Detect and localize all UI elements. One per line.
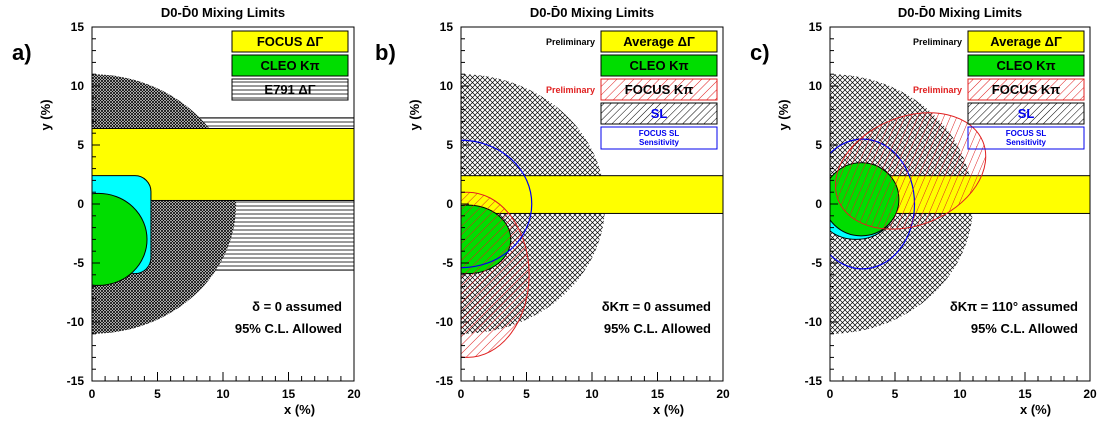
legend: FOCUS ΔΓ CLEO Kπ E791 ΔΓ bbox=[231, 30, 349, 101]
legend-swatch bbox=[600, 102, 718, 125]
x-axis-label: x (%) bbox=[653, 402, 684, 417]
y-tick-label: -5 bbox=[73, 256, 84, 270]
legend-label: CLEO Kπ bbox=[996, 58, 1055, 73]
legend-label: Average ΔΓ bbox=[623, 34, 695, 49]
panel-label: b) bbox=[375, 40, 396, 65]
y-tick-label: 0 bbox=[815, 197, 822, 211]
legend-swatch bbox=[967, 126, 1085, 150]
y-tick-label: 15 bbox=[71, 20, 85, 34]
y-tick-label: 0 bbox=[77, 197, 84, 211]
x-tick-label: 0 bbox=[458, 387, 465, 401]
x-tick-label: 10 bbox=[216, 387, 230, 401]
y-tick-label: 15 bbox=[809, 20, 823, 34]
y-axis-label: y (%) bbox=[776, 99, 791, 130]
y-tick-label: -15 bbox=[436, 374, 454, 388]
legend-label: FOCUS SL Sensitivity bbox=[1006, 129, 1047, 147]
legend-prefix: Preliminary bbox=[546, 37, 595, 47]
legend-swatch bbox=[231, 78, 349, 101]
y-tick-label: -10 bbox=[436, 315, 454, 329]
chart-title: D0-D̄0 Mixing Limits bbox=[898, 5, 1022, 20]
legend-label: SL bbox=[1018, 106, 1035, 121]
y-tick-label: -10 bbox=[67, 315, 85, 329]
y-tick-label: -15 bbox=[805, 374, 823, 388]
chart-panel-2: D0-D̄0 Mixing Limits b) 0 5 10 15 20 -15 -10 -5 0 5… bbox=[375, 5, 730, 417]
y-tick-label: 15 bbox=[440, 20, 454, 34]
x-tick-label: 20 bbox=[347, 387, 361, 401]
x-tick-label: 0 bbox=[827, 387, 834, 401]
legend-swatch bbox=[231, 30, 349, 53]
y-tick-label: -5 bbox=[442, 256, 453, 270]
legend-label: FOCUS SL Sensitivity bbox=[639, 129, 680, 147]
y-axis-label: y (%) bbox=[407, 99, 422, 130]
x-tick-label: 20 bbox=[716, 387, 730, 401]
region-focus-k bbox=[461, 191, 530, 358]
x-tick-label: 10 bbox=[953, 387, 967, 401]
x-tick-label: 15 bbox=[1018, 387, 1032, 401]
legend-swatch bbox=[600, 126, 718, 150]
y-tick-label: 0 bbox=[446, 197, 453, 211]
panel-label: a) bbox=[12, 40, 32, 65]
annotation: 95% C.L. Allowed bbox=[604, 321, 711, 336]
x-tick-label: 15 bbox=[651, 387, 665, 401]
legend: Average ΔΓ Preliminary CLEO Kπ FOCUS Kπ Prel… bbox=[913, 30, 1085, 150]
legend-label: FOCUS Kπ bbox=[625, 82, 694, 97]
y-tick-label: 5 bbox=[446, 138, 453, 152]
plot-area bbox=[830, 74, 1090, 334]
y-tick-label: -15 bbox=[67, 374, 85, 388]
legend-label: SL bbox=[651, 106, 668, 121]
legend-swatch bbox=[967, 78, 1085, 101]
x-tick-label: 5 bbox=[892, 387, 899, 401]
y-tick-label: 10 bbox=[71, 79, 85, 93]
legend-swatch bbox=[967, 30, 1085, 53]
x-tick-label: 0 bbox=[89, 387, 96, 401]
legend-label: E791 ΔΓ bbox=[264, 82, 315, 97]
y-tick-label: -5 bbox=[811, 256, 822, 270]
y-tick-label: 10 bbox=[440, 79, 454, 93]
legend-label: FOCUS ΔΓ bbox=[257, 34, 323, 49]
annotation: 95% C.L. Allowed bbox=[971, 321, 1078, 336]
y-tick-label: 10 bbox=[809, 79, 823, 93]
x-tick-label: 10 bbox=[585, 387, 599, 401]
y-tick-label: -10 bbox=[805, 315, 823, 329]
plot-area bbox=[92, 74, 354, 334]
x-tick-label: 5 bbox=[154, 387, 161, 401]
legend-label: Average ΔΓ bbox=[990, 34, 1062, 49]
legend-label: CLEO Kπ bbox=[260, 58, 319, 73]
chart-panel-1: D0-D̄0 Mixing Limits a) 0 5 10 15 20 -15 -10 -5 0 5… bbox=[12, 5, 361, 417]
legend-prefix: Preliminary bbox=[546, 85, 595, 95]
legend: Average ΔΓ Preliminary CLEO Kπ FOCUS Kπ Prel… bbox=[546, 30, 718, 150]
chart-title: D0-D̄0 Mixing Limits bbox=[161, 5, 285, 20]
plot-area bbox=[461, 74, 723, 358]
chart-panel-3: D0-D̄0 Mixing Limits c) 0 5 10 15 20 -15 -10 -5 0 5… bbox=[750, 5, 1097, 417]
legend-label: FOCUS Kπ bbox=[992, 82, 1061, 97]
region-cleo-k bbox=[92, 192, 148, 286]
annotation: δKπ = 0 assumed bbox=[602, 299, 711, 314]
legend-label: CLEO Kπ bbox=[629, 58, 688, 73]
legend-swatch bbox=[967, 102, 1085, 125]
y-tick-label: 5 bbox=[815, 138, 822, 152]
x-tick-label: 5 bbox=[523, 387, 530, 401]
annotation: δ = 0 assumed bbox=[252, 299, 342, 314]
legend-prefix: Preliminary bbox=[913, 85, 962, 95]
y-axis-label: y (%) bbox=[38, 99, 53, 130]
legend-swatch bbox=[600, 30, 718, 53]
legend-swatch bbox=[967, 54, 1085, 77]
region-focus-k bbox=[834, 112, 987, 230]
x-axis-label: x (%) bbox=[1020, 402, 1051, 417]
y-tick-label: 5 bbox=[77, 138, 84, 152]
panel-label: c) bbox=[750, 40, 770, 65]
chart-title: D0-D̄0 Mixing Limits bbox=[530, 5, 654, 20]
legend-swatch bbox=[600, 54, 718, 77]
legend-swatch bbox=[231, 54, 349, 77]
x-tick-label: 15 bbox=[282, 387, 296, 401]
x-axis-label: x (%) bbox=[284, 402, 315, 417]
region-average bbox=[461, 175, 723, 214]
legend-swatch bbox=[600, 78, 718, 101]
x-tick-label: 20 bbox=[1083, 387, 1097, 401]
legend-prefix: Preliminary bbox=[913, 37, 962, 47]
annotation: 95% C.L. Allowed bbox=[235, 321, 342, 336]
annotation: δKπ = 110° assumed bbox=[950, 299, 1078, 314]
